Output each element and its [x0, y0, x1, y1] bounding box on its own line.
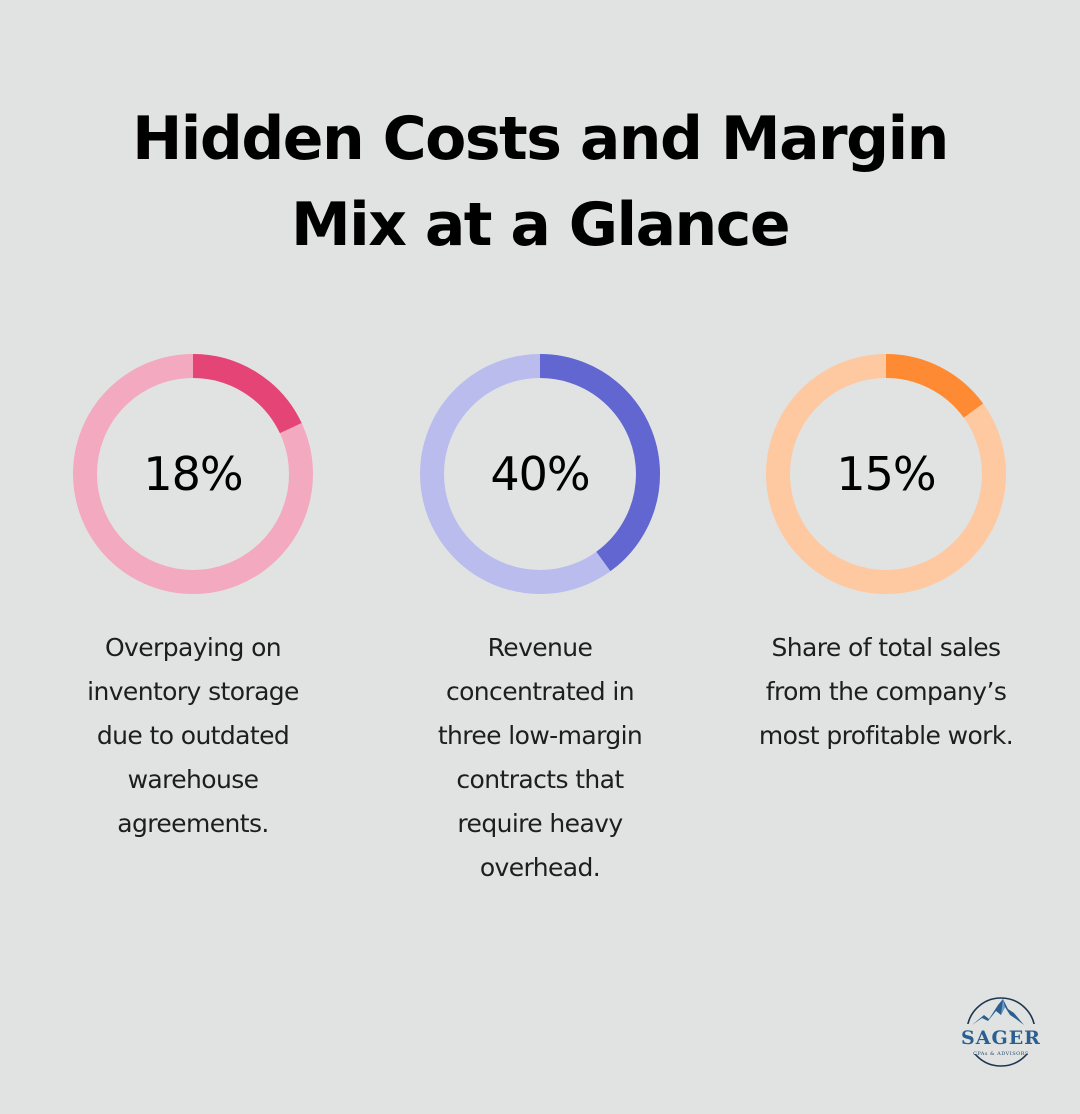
caption-line: require heavy [457, 809, 623, 838]
logo-wordmark: SAGER [961, 1027, 1041, 1049]
caption-line: Revenue [487, 633, 593, 662]
caption-line: inventory storage [87, 677, 299, 706]
stat-value: 18% [143, 447, 243, 501]
caption-line: overhead. [479, 853, 601, 882]
donut-chart-15: 15% [764, 352, 1008, 596]
caption-line: Overpaying on [104, 633, 282, 662]
donut-chart-18: 18% [71, 352, 315, 596]
mountain-logo-icon [960, 997, 1042, 1067]
caption-line: most profitable work. [758, 721, 1014, 750]
stat-card-inventory-storage: 18% Overpaying on inventory storage due … [43, 352, 343, 846]
donut-progress-arc [420, 354, 660, 594]
page-title: Hidden Costs and Margin Mix at a Glance [0, 96, 1080, 268]
donut-chart-40: 40% [418, 352, 662, 596]
title-line-1: Hidden Costs and Margin [132, 104, 949, 174]
donut-ring [73, 354, 313, 594]
sager-logo: SAGER CPAs & ADVISORS [958, 995, 1044, 1075]
stat-caption: Share of total sales from the company’s … [726, 626, 1046, 758]
stat-value: 40% [490, 447, 590, 501]
caption-line: due to outdated [96, 721, 290, 750]
caption-line: warehouse [127, 765, 259, 794]
stat-card-profitable-work: 15% Share of total sales from the compan… [736, 352, 1036, 758]
caption-line: agreements. [117, 809, 269, 838]
caption-line: from the company’s [765, 677, 1007, 706]
caption-line: Share of total sales [771, 633, 1002, 662]
caption-line: three low-margin [437, 721, 643, 750]
donut-progress-arc [766, 354, 1006, 594]
stat-caption: Overpaying on inventory storage due to o… [53, 626, 333, 846]
donut-ring [420, 354, 660, 594]
donut-progress-arc [73, 354, 313, 594]
title-line-2: Mix at a Glance [290, 190, 791, 260]
caption-line: contracts that [456, 765, 624, 794]
donut-ring [766, 354, 1006, 594]
logo-tagline: CPAs & ADVISORS [973, 1051, 1029, 1057]
stat-value: 15% [836, 447, 936, 501]
stat-caption: Revenue concentrated in three low-margin… [400, 626, 680, 890]
stat-card-low-margin-revenue: 40% Revenue concentrated in three low-ma… [390, 352, 690, 890]
caption-line: concentrated in [445, 677, 635, 706]
